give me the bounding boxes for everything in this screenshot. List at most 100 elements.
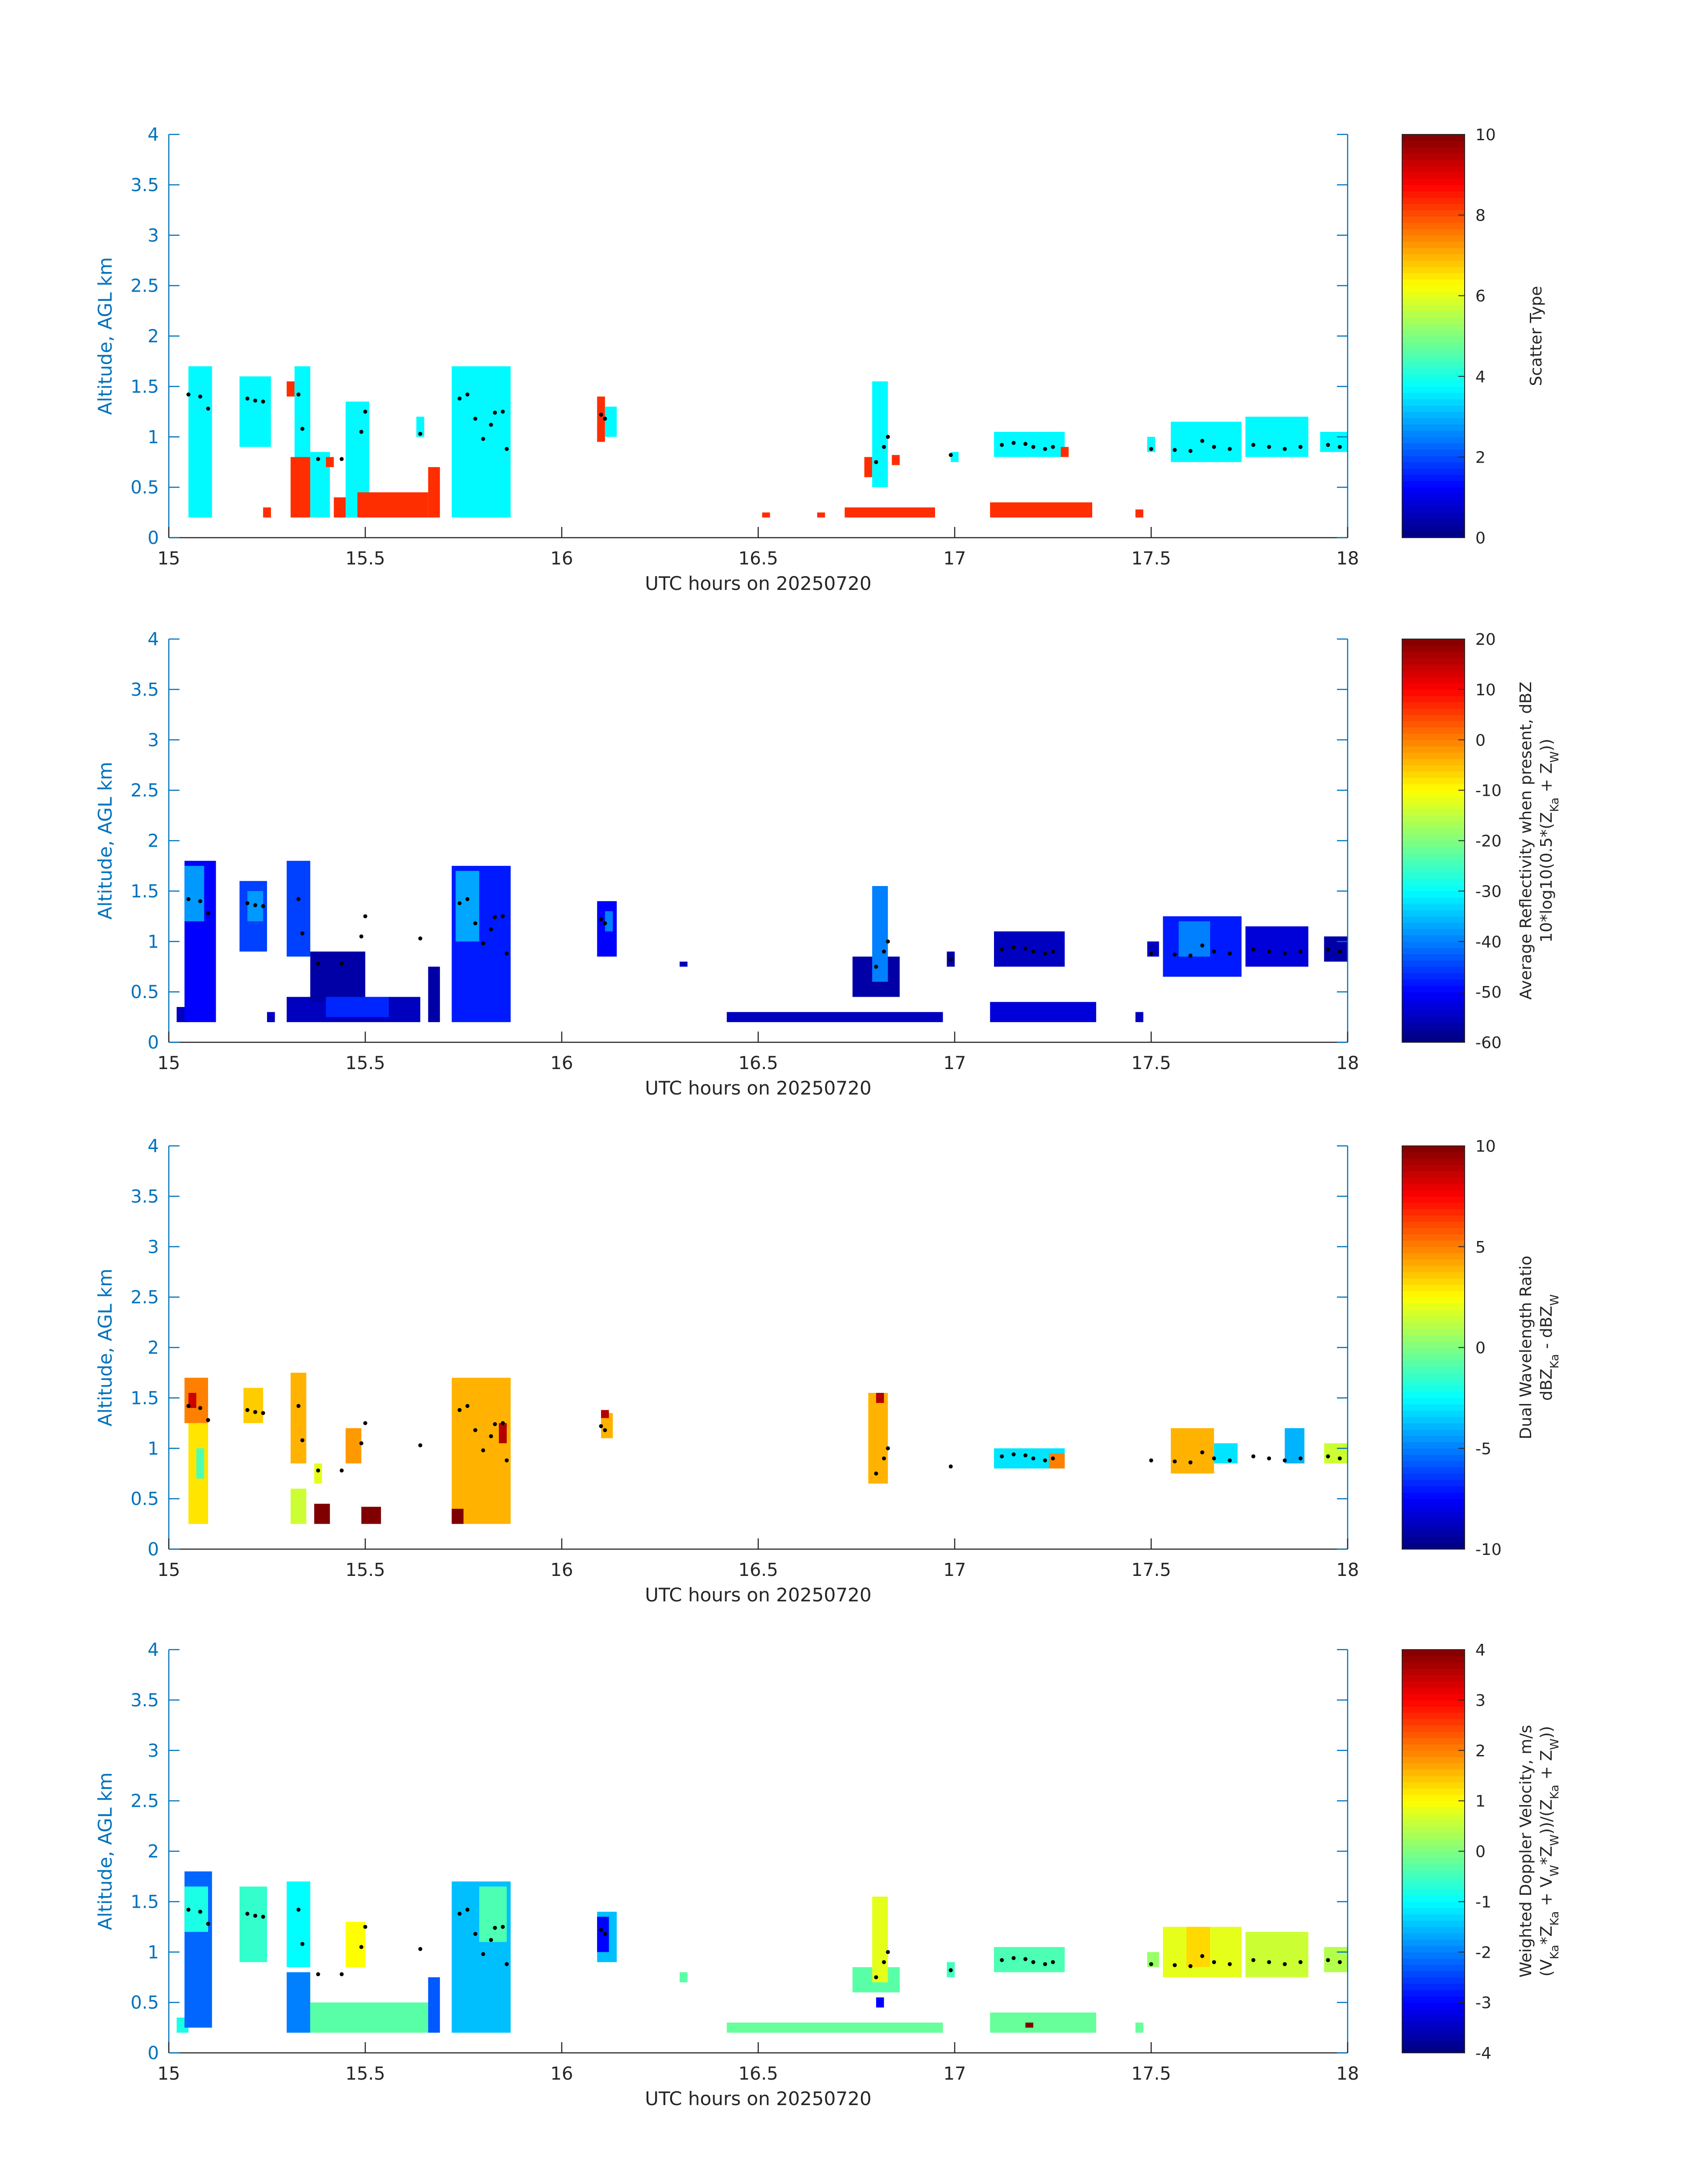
colorbar-segment — [1402, 1278, 1465, 1285]
cloud-base-marker — [1011, 1956, 1016, 1960]
colorbar-segment — [1402, 1713, 1465, 1719]
colorbar-segment — [1402, 1908, 1465, 1915]
heatmap-cell — [994, 431, 1065, 457]
cloud-base-marker — [1267, 445, 1271, 449]
x-tick-label: 15 — [158, 2064, 180, 2084]
colorbar-segment — [1402, 1461, 1465, 1468]
colorbar-segment — [1402, 1146, 1465, 1153]
colorbar-segment — [1402, 506, 1465, 513]
cloud-base-marker — [882, 949, 886, 954]
cloud-base-marker — [874, 965, 878, 969]
colorbar-segment — [1402, 2002, 1465, 2009]
cloud-base-marker — [1149, 951, 1153, 956]
heatmap-cell — [451, 1508, 464, 1524]
colorbar-segment — [1402, 1429, 1465, 1436]
cloud-base-markers — [186, 897, 1342, 969]
colorbar-segment — [1402, 197, 1465, 204]
colorbar-segment — [1402, 210, 1465, 217]
cloud-base-marker — [1000, 947, 1004, 952]
heatmap-cell — [1061, 447, 1069, 457]
cloud-base-marker — [489, 1434, 493, 1438]
colorbar-tick-label: -10 — [1475, 782, 1502, 800]
cloud-base-marker — [948, 453, 953, 457]
colorbar-segment — [1402, 784, 1465, 791]
colorbar-segment — [1402, 1889, 1465, 1896]
cloud-base-marker — [1298, 445, 1303, 449]
colorbar-segment — [1402, 1675, 1465, 1682]
colorbar-segment — [1402, 1977, 1465, 1984]
colorbar-segment — [1402, 361, 1465, 368]
cloud-base-marker — [245, 1911, 250, 1916]
colorbar-segment — [1402, 285, 1465, 292]
cloud-base-marker — [1212, 445, 1216, 449]
colorbar-segment — [1402, 493, 1465, 500]
colorbar-segment — [1402, 1335, 1465, 1341]
colorbar-segment — [1402, 216, 1465, 223]
cloud-base-marker — [473, 1428, 477, 1433]
colorbar-tick-label: -50 — [1475, 983, 1502, 1002]
cloud-base-marker — [198, 1406, 202, 1410]
cloud-base-marker — [1173, 1459, 1177, 1464]
colorbar-segment — [1402, 1486, 1465, 1493]
heatmap-cell — [416, 417, 424, 437]
colorbar-segment — [1402, 1807, 1465, 1814]
colorbar-segment — [1402, 1479, 1465, 1487]
colorbar-segment — [1402, 1303, 1465, 1310]
cloud-base-marker — [1043, 1458, 1047, 1462]
y-tick-label: 2 — [148, 831, 159, 852]
cloud-base-marker — [1267, 949, 1271, 954]
colorbar-segment — [1402, 1505, 1465, 1512]
colorbar-segment — [1402, 317, 1465, 324]
colorbar-segment — [1402, 796, 1465, 803]
colorbar-segment — [1402, 1221, 1465, 1228]
colorbar-segment — [1402, 1857, 1465, 1864]
heatmap-cell — [864, 457, 873, 477]
colorbar-segment — [1402, 1656, 1465, 1663]
colorbar-label: 10*log10(0.5*(ZKa + ZW)) — [1537, 739, 1562, 943]
x-axis-label: UTC hours on 20250720 — [645, 2088, 872, 2110]
colorbar-segment — [1402, 828, 1465, 835]
cloud-base-marker — [316, 1468, 320, 1473]
colorbar-segment — [1402, 2015, 1465, 2022]
colorbar-segment — [1402, 1756, 1465, 1763]
heatmap-cell — [876, 1997, 884, 2008]
colorbar-segment — [1402, 986, 1465, 992]
colorbar-segment — [1402, 292, 1465, 299]
colorbar-segment — [1402, 191, 1465, 198]
colorbar-segment — [1402, 1036, 1465, 1043]
x-tick-label: 17.5 — [1131, 1560, 1171, 1580]
colorbar-segment — [1402, 992, 1465, 999]
y-tick-label: 3.5 — [130, 680, 159, 700]
colorbar-segment — [1402, 1744, 1465, 1751]
heatmap-cell — [290, 1372, 306, 1464]
colorbar-tick-label: 6 — [1475, 287, 1486, 305]
heatmap-cell — [872, 381, 888, 488]
cloud-base-marker — [885, 939, 890, 944]
colorbar-segment — [1402, 1366, 1465, 1373]
y-tick-label: 2 — [148, 1338, 159, 1358]
colorbar-segment — [1402, 2009, 1465, 2015]
heatmap-cell — [1245, 926, 1308, 967]
cloud-base-marker — [874, 460, 878, 464]
heatmap-cell — [326, 457, 334, 467]
cloud-base-marker — [363, 1421, 367, 1425]
y-tick-label: 1.5 — [130, 881, 159, 902]
colorbar-segment — [1402, 1706, 1465, 1713]
colorbar-segment — [1402, 727, 1465, 734]
colorbar-segment — [1402, 1845, 1465, 1852]
colorbar-segment — [1402, 411, 1465, 418]
cloud-base-marker — [1188, 953, 1193, 958]
colorbar-segment — [1402, 1309, 1465, 1316]
cloud-base-marker — [1149, 1458, 1153, 1462]
colorbar-segment — [1402, 929, 1465, 936]
cloud-base-marker — [1251, 443, 1256, 447]
y-axis-label: Altitude, AGL km — [94, 257, 116, 415]
colorbar-segment — [1402, 721, 1465, 728]
heatmap-cell — [990, 1002, 1096, 1022]
colorbar-segment — [1402, 960, 1465, 967]
x-tick-label: 17 — [944, 1053, 966, 1074]
colorbar-segment — [1402, 1832, 1465, 1839]
colorbar-segment — [1402, 1971, 1465, 1978]
colorbar-segment — [1402, 1029, 1465, 1036]
cloud-base-marker — [1228, 1458, 1232, 1462]
